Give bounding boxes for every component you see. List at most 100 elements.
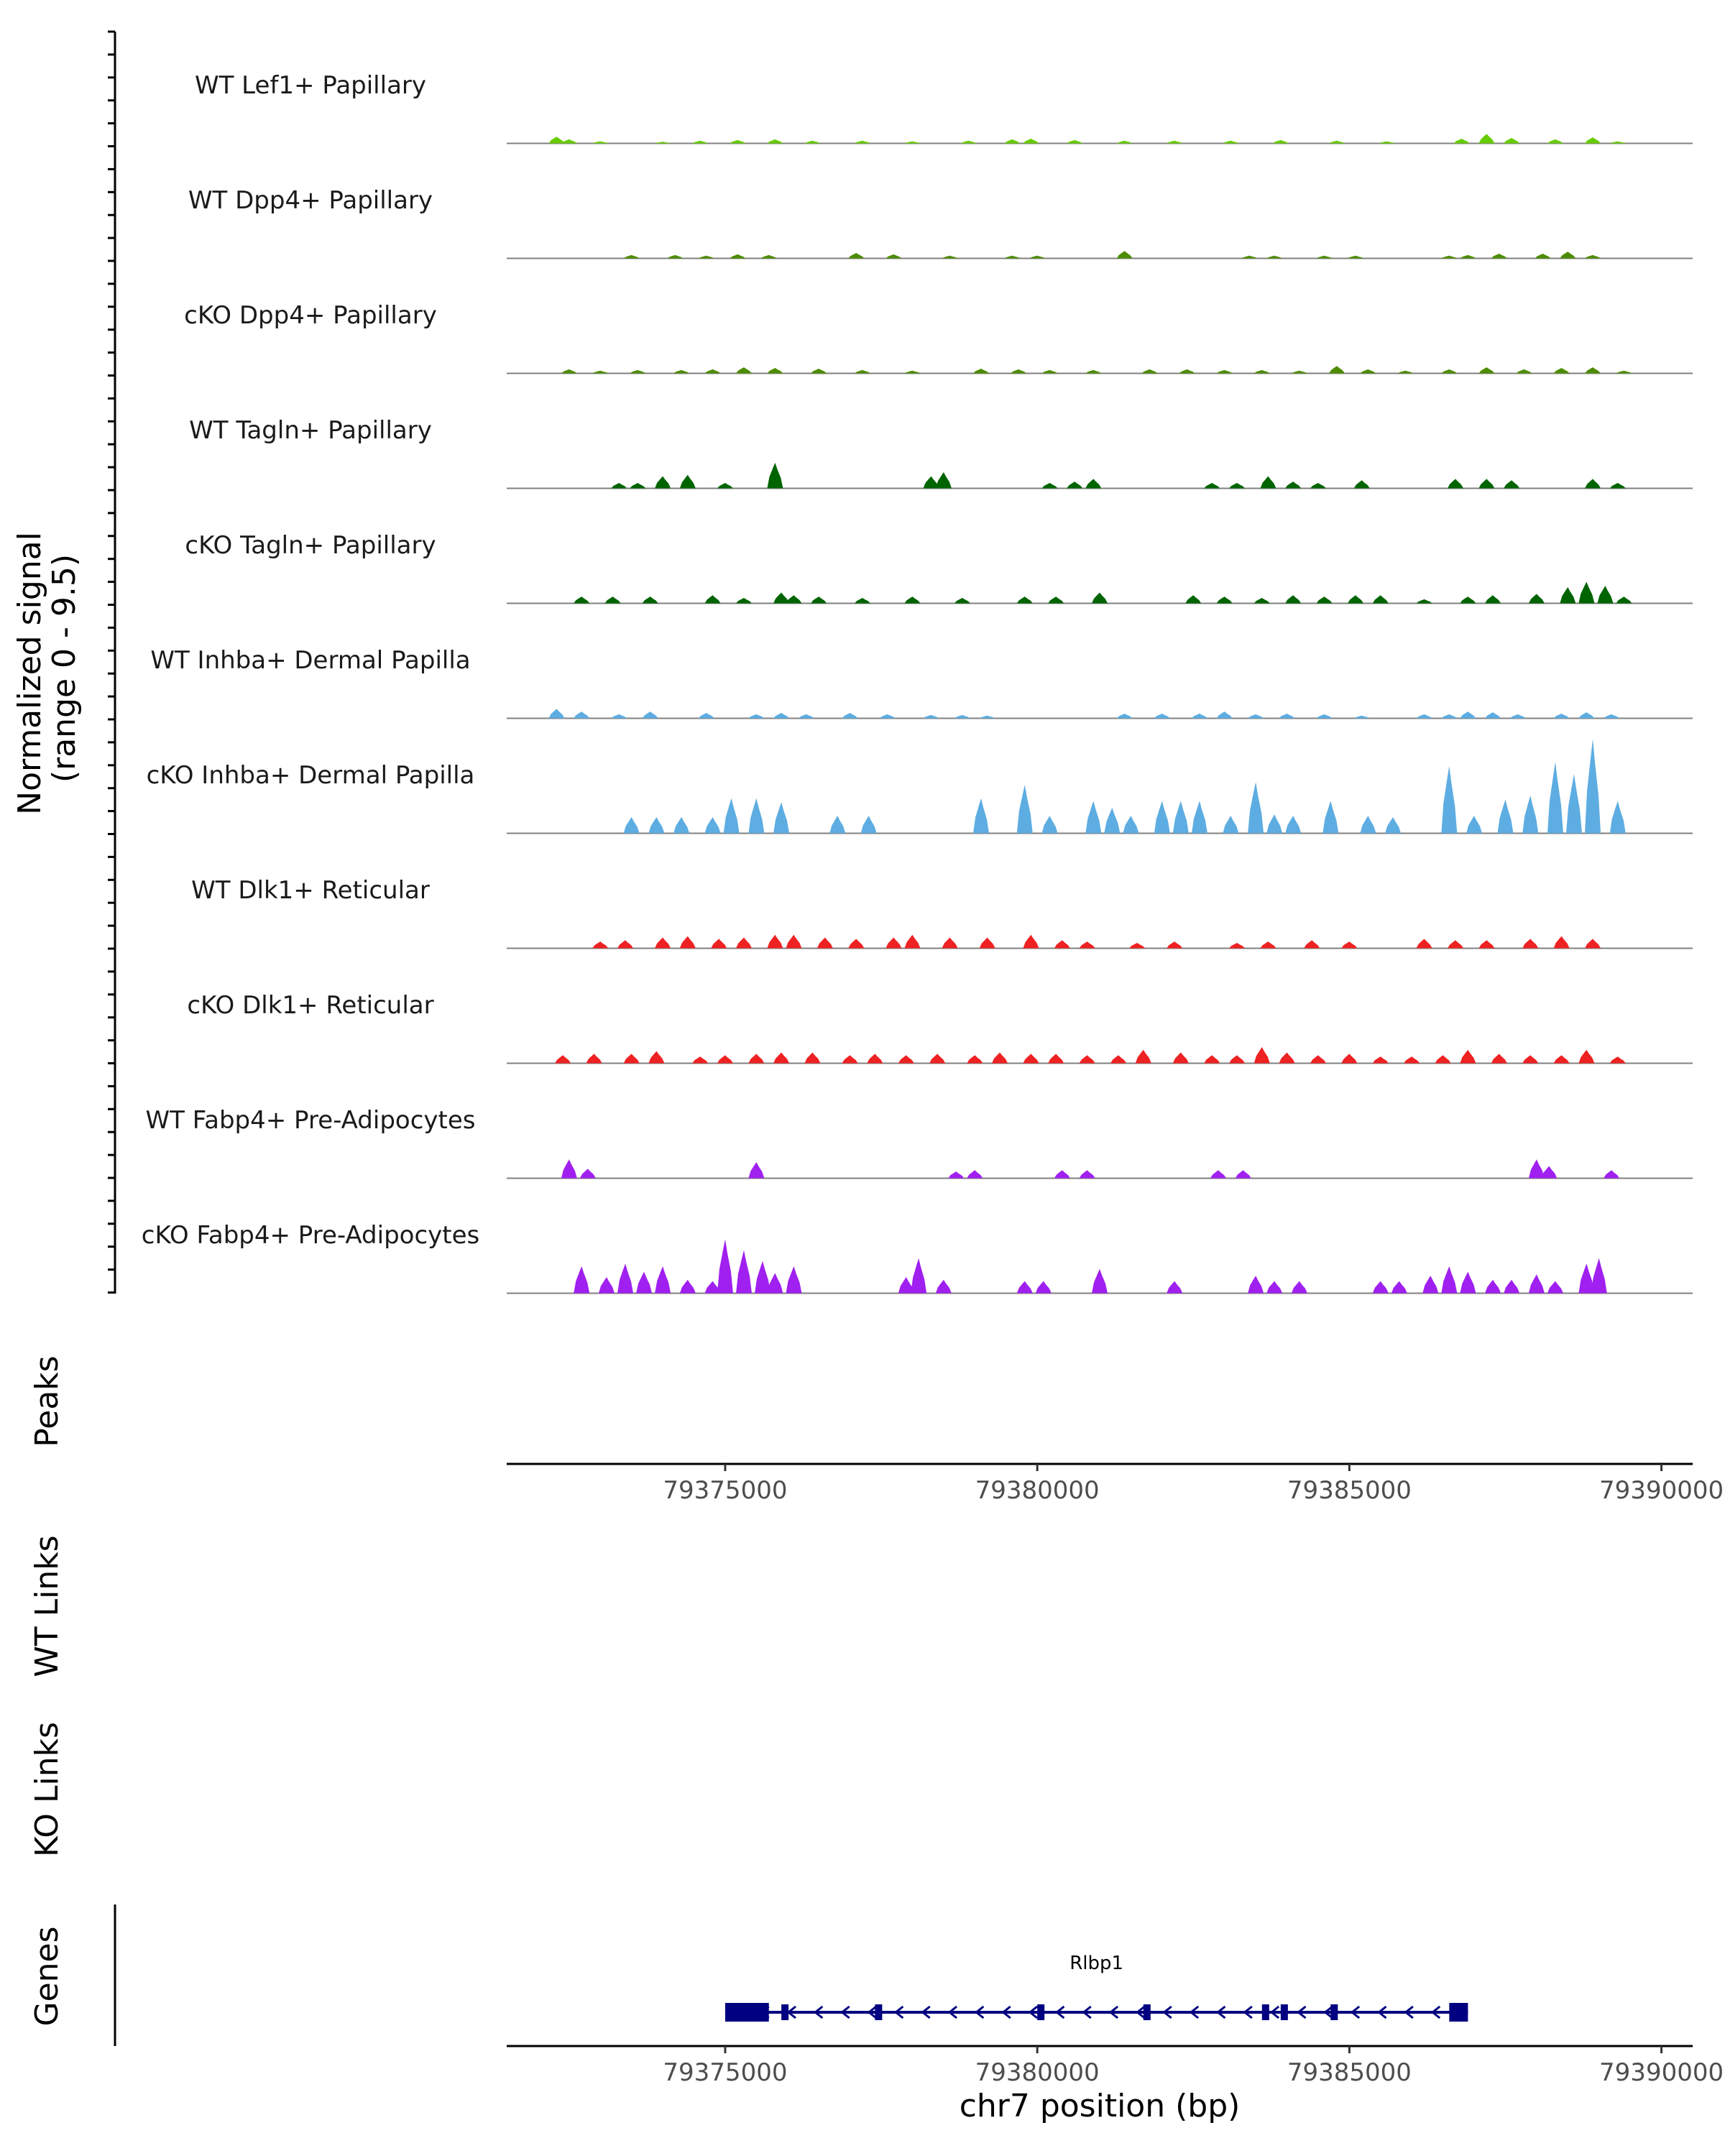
signal-peak bbox=[960, 140, 977, 144]
coverage-track: cKO Fabp4+ Pre-Adipocytes bbox=[142, 1221, 1693, 1294]
signal-peak bbox=[1167, 1281, 1183, 1294]
strand-arrow bbox=[867, 2005, 877, 2019]
signal-peak bbox=[673, 369, 690, 374]
strand-arrow bbox=[974, 2005, 985, 2019]
signal-peak bbox=[655, 937, 671, 949]
strand-arrow bbox=[1323, 2005, 1333, 2019]
signal-peak bbox=[1391, 1281, 1407, 1294]
strand-arrow bbox=[921, 2005, 931, 2019]
signal-peak bbox=[904, 141, 921, 144]
signal-peak bbox=[1248, 714, 1264, 719]
signal-peak bbox=[1272, 139, 1289, 144]
signal-peak bbox=[1067, 139, 1083, 144]
signal-peak bbox=[1085, 801, 1102, 834]
signal-peak bbox=[1285, 816, 1302, 834]
strand-arrow bbox=[1216, 2005, 1226, 2019]
signal-peak bbox=[867, 1054, 883, 1064]
signal-peak bbox=[1079, 941, 1095, 949]
signal-peak bbox=[655, 1266, 671, 1294]
signal-peak bbox=[1547, 139, 1563, 144]
strand-arrow bbox=[1404, 2005, 1414, 2019]
signal-peak bbox=[1553, 713, 1570, 719]
x-tick-label: 79385000 bbox=[1287, 1476, 1412, 1505]
signal-peak bbox=[611, 714, 627, 719]
signal-peak bbox=[1241, 255, 1258, 259]
track-label: cKO Dpp4+ Papillary bbox=[184, 301, 437, 330]
signal-peak bbox=[942, 255, 958, 259]
gene-exon bbox=[781, 2004, 789, 2020]
signal-peak bbox=[804, 1052, 821, 1064]
coverage-track: cKO Inhba+ Dermal Papilla bbox=[147, 739, 1693, 834]
signal-peak bbox=[879, 714, 896, 719]
signal-peak bbox=[1023, 138, 1039, 144]
signal-peak bbox=[692, 140, 709, 144]
signal-peak bbox=[1441, 255, 1458, 259]
signal-peak bbox=[667, 254, 684, 259]
signal-peak bbox=[1485, 1279, 1501, 1294]
signal-peak bbox=[1566, 774, 1582, 834]
signal-peak bbox=[1191, 713, 1208, 719]
x-tick-label: 79375000 bbox=[663, 2058, 787, 2087]
wt-links-panel-title: WT Links bbox=[29, 1535, 65, 1677]
signal-peak bbox=[1079, 1055, 1095, 1064]
track-label: cKO Tagln+ Papillary bbox=[185, 531, 436, 560]
x-tick-label: 79380000 bbox=[975, 1476, 1100, 1505]
signal-peak bbox=[730, 254, 746, 259]
signal-peak bbox=[923, 476, 939, 489]
signal-peak bbox=[1448, 479, 1463, 489]
strand-arrow bbox=[1350, 2005, 1361, 2019]
signal-peak bbox=[704, 817, 721, 834]
signal-peak bbox=[979, 937, 995, 949]
signal-peak bbox=[561, 1159, 577, 1179]
signal-peak bbox=[860, 816, 877, 834]
signal-peak bbox=[648, 817, 665, 834]
signal-peak bbox=[855, 369, 870, 374]
signal-peak bbox=[1191, 801, 1208, 834]
signal-peak bbox=[561, 369, 577, 374]
coverage-track: WT Tagln+ Papillary bbox=[189, 416, 1693, 489]
signal-peak bbox=[1316, 714, 1333, 719]
signal-peak bbox=[574, 1266, 590, 1294]
signal-peak bbox=[1448, 940, 1463, 949]
strand-arrow bbox=[947, 2005, 957, 2019]
signal-peak bbox=[1279, 1052, 1295, 1064]
signal-peak bbox=[1048, 596, 1064, 604]
signal-peak bbox=[574, 711, 590, 719]
coverage-track: WT Inhba+ Dermal Papilla bbox=[150, 646, 1693, 719]
signal-peak bbox=[898, 1277, 914, 1294]
signal-peak bbox=[623, 817, 640, 834]
signal-peak bbox=[1441, 765, 1458, 834]
signal-peak bbox=[1604, 714, 1620, 719]
signal-peak bbox=[1216, 369, 1233, 374]
coverage-track: WT Dlk1+ Reticular bbox=[191, 876, 1693, 949]
signal-peak bbox=[1004, 139, 1021, 144]
signal-peak bbox=[1516, 369, 1532, 374]
signal-peak bbox=[679, 1279, 696, 1294]
signal-peak bbox=[954, 598, 970, 604]
signal-peak bbox=[1023, 934, 1039, 949]
signal-peak bbox=[767, 139, 783, 144]
signal-peak bbox=[704, 1281, 721, 1294]
signal-peak bbox=[1591, 1258, 1607, 1294]
signal-peak bbox=[1397, 370, 1414, 374]
signal-peak bbox=[1141, 369, 1158, 374]
signal-peak bbox=[636, 1271, 653, 1294]
signal-peak bbox=[767, 934, 783, 949]
coverage-track: cKO Dlk1+ Reticular bbox=[187, 991, 1693, 1064]
signal-peak bbox=[1528, 594, 1545, 604]
signal-peak bbox=[1266, 814, 1283, 834]
signal-peak bbox=[1023, 1054, 1039, 1064]
signal-peak bbox=[898, 1055, 914, 1064]
signal-peak bbox=[548, 709, 565, 719]
gene-exon bbox=[1449, 2003, 1468, 2022]
signal-peak bbox=[1597, 586, 1614, 604]
signal-peak bbox=[1416, 599, 1432, 604]
signal-peak bbox=[760, 254, 777, 259]
signal-peak bbox=[1229, 943, 1246, 949]
genes-panel-title: Genes bbox=[29, 1926, 65, 2026]
signal-peak bbox=[1167, 941, 1183, 949]
signal-peak bbox=[755, 1261, 771, 1294]
strand-arrow bbox=[1430, 2005, 1441, 2019]
signal-peak bbox=[904, 370, 921, 374]
